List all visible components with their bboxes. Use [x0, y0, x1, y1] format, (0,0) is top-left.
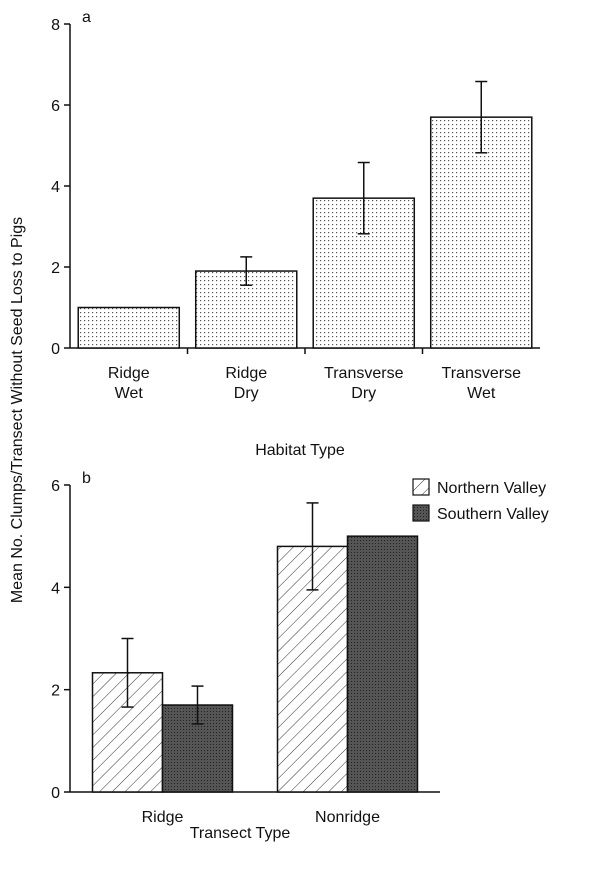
y-tick-label: 6 [51, 478, 60, 495]
x-tick-label: Ridge [142, 809, 184, 826]
y-tick-label: 0 [51, 785, 60, 802]
y-tick-label: 8 [51, 17, 60, 34]
y-tick-label: 4 [51, 179, 60, 196]
bar [346, 535, 419, 793]
x-tick-label: Ridge [108, 365, 150, 382]
y-tick-label: 2 [51, 683, 60, 700]
bar [77, 306, 181, 349]
x-tick-label: Wet [467, 385, 496, 402]
legend-swatch [412, 478, 430, 496]
x-tick-label: Transverse [442, 365, 522, 382]
panel-label: b [82, 470, 91, 487]
x-tick-label: Transverse [324, 365, 404, 382]
x-tick-label: Dry [351, 385, 376, 402]
panel-label: a [82, 9, 91, 26]
y-tick-label: 0 [51, 341, 60, 358]
x-tick-label: Wet [115, 385, 144, 402]
legend-label: Northern Valley [437, 480, 546, 497]
x-tick-label: Nonridge [315, 809, 380, 826]
y-tick-label: 2 [51, 260, 60, 277]
y-tick-label: 6 [51, 98, 60, 115]
legend-label: Southern Valley [437, 506, 549, 523]
legend-swatch [412, 504, 430, 522]
bar [429, 116, 533, 349]
y-axis-label: Mean No. Clumps/Transect Without Seed Lo… [9, 217, 26, 603]
x-axis-label: Transect Type [190, 825, 291, 842]
x-tick-label: Dry [234, 385, 259, 402]
x-tick-label: Ridge [225, 365, 267, 382]
x-axis-label: Habitat Type [255, 442, 345, 459]
y-tick-label: 4 [51, 580, 60, 597]
